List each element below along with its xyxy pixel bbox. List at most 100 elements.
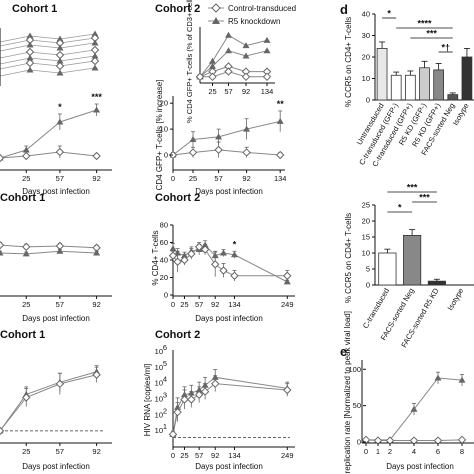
y-tick-label: 0 <box>164 151 168 160</box>
data-point-knockdown-1 <box>209 62 216 69</box>
x-axis-label-c1r1: Days post infection <box>22 187 90 196</box>
data-point-control-2 <box>55 147 65 157</box>
data-point-control-0 <box>25 58 35 68</box>
x-axis-label-e: Days post infection <box>386 462 454 471</box>
y-tick-label: 60 <box>160 238 168 247</box>
data-point-control-2 <box>90 56 100 66</box>
data-point-control-1 <box>22 151 31 161</box>
x-tick-label: 134 <box>228 300 241 309</box>
chart-title-c1r2: Cohort 1 <box>0 192 45 204</box>
chart-title-c2r3: Cohort 2 <box>155 329 200 341</box>
y-tick-label: 25 <box>362 201 370 210</box>
data-point-knockdown-7 <box>219 249 227 256</box>
data-point-control-1 <box>173 407 182 417</box>
significance-marker: * <box>233 239 237 249</box>
x-tick-label: 8 <box>460 447 464 456</box>
x-tick-label: 0 <box>171 174 175 183</box>
x-tick-label: 2 <box>388 447 392 456</box>
data-point-control-2 <box>90 45 100 55</box>
bar-2 <box>405 74 416 101</box>
y-tick-label: 10 <box>155 426 163 435</box>
data-point-control-2 <box>224 67 233 76</box>
significance-marker: * <box>398 203 402 213</box>
y-axis-label-d-top: % CCR5 on CD4+ T-cells <box>344 17 353 107</box>
x-tick-label: 92 <box>92 174 100 183</box>
x-tick-label: 1 <box>376 447 380 456</box>
y-tick-label: 20 <box>160 273 168 282</box>
series-line-knockdown-1 <box>0 250 97 255</box>
data-point-control-0 <box>168 430 178 439</box>
data-point-control-4 <box>275 150 285 160</box>
inset-series-line <box>0 55 96 65</box>
bar-3 <box>419 67 430 101</box>
plot-c2r1-inset: 25 57 92 134 <box>195 31 273 96</box>
y-axis-label-c2r3: HIV RNA [copies/ml] <box>143 364 152 436</box>
x-axis-label-c2r3: Days post infection <box>195 462 263 471</box>
data-point-knockdown-2 <box>225 31 232 38</box>
y-tick-label: 20 <box>362 53 370 62</box>
data-point-knockdown-0 <box>26 66 34 73</box>
bar-4 <box>433 69 444 101</box>
data-point-knockdown-1 <box>22 250 30 257</box>
significance-marker: *** <box>91 92 102 102</box>
data-point-control-3 <box>242 148 251 157</box>
data-point-knockdown-4 <box>263 47 271 54</box>
legend-control-label: Control-transduced <box>228 4 296 13</box>
y-tick-exponent: 2 <box>163 406 167 415</box>
x-tick-label: 134 <box>228 451 241 460</box>
data-point-control-2 <box>55 379 65 389</box>
series-line-control-1 <box>0 151 97 159</box>
x-tick-label: 134 <box>274 174 287 183</box>
triangle-marker-icon <box>212 17 220 24</box>
y-tick-label: 10 <box>155 347 163 356</box>
data-point-knockdown-0 <box>169 245 177 252</box>
data-point-knockdown-3 <box>243 125 251 132</box>
panel-letter-d: d <box>340 2 348 17</box>
bar-0 <box>376 48 388 101</box>
y-tick-label: 0 <box>357 438 361 447</box>
series-line-knockdown-0 <box>0 371 97 432</box>
chart-title-c1r3: Cohort 1 <box>0 329 45 341</box>
data-point-control-1 <box>22 393 31 402</box>
y-tick-label: 10 <box>155 410 163 419</box>
x-axis-label-c2r1: Days post infection <box>195 187 263 196</box>
y-tick-exponent: 6 <box>163 343 167 352</box>
significance-marker: *** <box>419 193 430 203</box>
chart-title-c1r1: Cohort 1 <box>12 3 57 15</box>
y-tick-label: 80 <box>160 221 168 230</box>
x-tick-label: 57 <box>195 451 203 460</box>
data-point-control-4 <box>194 390 204 399</box>
panel-letter-e: e <box>340 344 347 359</box>
inset-series-line <box>0 33 96 43</box>
chart-title-c2r2: Cohort 2 <box>155 192 200 204</box>
x-tick-label: 92 <box>92 300 100 309</box>
x-tick-label: 25 <box>22 174 30 183</box>
x-tick-label: 25 <box>180 300 188 309</box>
data-point-control-3 <box>241 72 251 82</box>
x-tick-label: 57 <box>195 300 203 309</box>
data-point-knockdown-4 <box>434 374 442 381</box>
data-point-control-7 <box>219 266 228 275</box>
x-tick-label: 25 <box>22 300 30 309</box>
plot-c1r2: 25 57 92 <box>0 240 101 309</box>
x-tick-label: 25 <box>22 447 30 456</box>
data-point-knockdown-2 <box>91 39 99 46</box>
series-line-control-1 <box>172 246 288 277</box>
y-tick-exponent: 5 <box>163 359 167 368</box>
significance-marker: **** <box>417 19 432 29</box>
x-axis-label-c1r3: Days post infection <box>22 462 90 471</box>
bar-1 <box>390 74 402 101</box>
data-point-control-3 <box>92 370 101 379</box>
x-tick-label: 92 <box>242 87 250 96</box>
x-tick-label: 57 <box>56 174 64 183</box>
bar-6 <box>461 56 473 101</box>
data-point-control-2 <box>180 255 189 265</box>
data-point-knockdown-1 <box>56 35 64 42</box>
y-tick-label: 10 <box>160 125 168 134</box>
x-tick-label: 0 <box>364 447 368 456</box>
y-tick-label: 15 <box>362 233 370 242</box>
y-tick-label: 0 <box>366 96 370 105</box>
x-tick-label: 57 <box>224 87 232 96</box>
